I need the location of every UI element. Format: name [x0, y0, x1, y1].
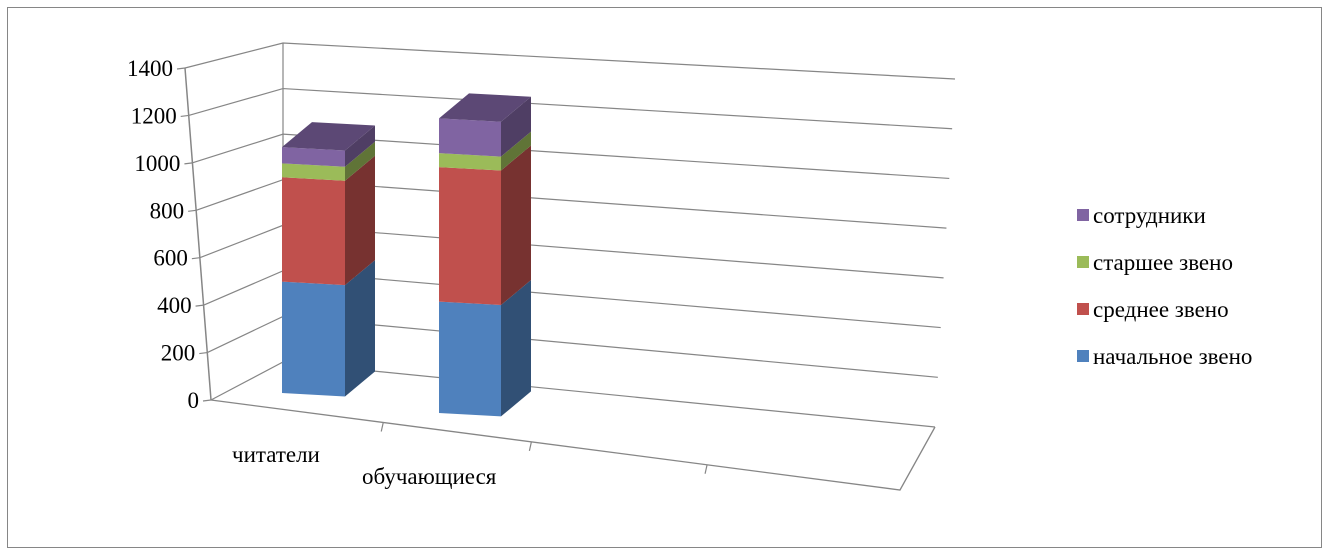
legend-item: среднее звено — [1077, 297, 1229, 322]
legend-label: среднее звено — [1093, 297, 1229, 322]
legend-swatch — [1077, 350, 1089, 362]
legend-swatch — [1077, 209, 1089, 221]
bar-segment — [439, 145, 531, 306]
y-tick-mark — [188, 209, 197, 212]
x-category-label: обучающиеся — [362, 464, 497, 489]
y-axis-tick-labels: 0 200 400 600 800 1000 1200 1400 — [127, 56, 199, 413]
y-tick-label: 400 — [157, 293, 192, 318]
bar-front-face — [439, 153, 501, 171]
legend-label: начальное звено — [1093, 344, 1252, 369]
x-category-label: читатели — [232, 442, 320, 467]
bar-top-face — [282, 122, 375, 151]
legend-item: сотрудники — [1077, 203, 1206, 228]
bar-stack-0 — [282, 122, 375, 397]
legend-item: старшее звено — [1077, 250, 1233, 275]
legend-label: старшее звено — [1093, 250, 1233, 275]
y-tick-label: 1400 — [127, 56, 173, 81]
x-axis-category-labels: читатели обучающиеся — [232, 442, 497, 489]
bar-front-face — [282, 177, 345, 286]
bar-segment — [282, 260, 375, 397]
y-tick-mark — [191, 257, 200, 260]
bar-segment — [439, 93, 531, 157]
y-tick-label: 800 — [150, 198, 185, 223]
x-tick-mark — [380, 422, 384, 432]
bar-segment — [439, 131, 531, 171]
legend-swatch — [1077, 303, 1089, 315]
y-tick-label: 0 — [188, 388, 200, 413]
y-tick-mark — [180, 114, 189, 118]
bar-front-face — [282, 147, 345, 167]
bar-segment — [282, 141, 375, 181]
y-tick-mark — [195, 304, 204, 307]
bar-side-face — [501, 145, 531, 306]
gridline — [188, 87, 953, 130]
y-tick-label: 200 — [161, 341, 196, 366]
x-tick-mark — [528, 441, 532, 451]
bar-front-face — [282, 163, 345, 181]
y-axis-line — [184, 67, 212, 401]
chart-floor — [210, 399, 936, 491]
bar-segment — [282, 155, 375, 286]
bar-front-face — [439, 301, 501, 417]
bar-side-face — [345, 260, 375, 397]
chart-walls — [184, 43, 284, 401]
bar-side-face — [501, 131, 531, 171]
bar-front-face — [439, 118, 501, 157]
legend-item: начальное звено — [1077, 344, 1252, 369]
y-tick-mark — [202, 399, 212, 402]
y-tick-mark — [184, 162, 193, 165]
bar-stack-1 — [439, 93, 531, 417]
bar-segment — [439, 280, 531, 417]
legend: сотрудники старшее звено среднее звено нача… — [1077, 203, 1252, 369]
bar-side-face — [345, 141, 375, 181]
bar-top-face — [439, 93, 531, 122]
gridline — [192, 133, 950, 180]
bar-side-face — [501, 96, 531, 157]
legend-swatch — [1077, 256, 1089, 268]
chart-frame — [7, 7, 1322, 548]
bar-side-face — [345, 155, 375, 286]
y-tick-label: 1200 — [131, 103, 177, 128]
floor-outline — [210, 399, 936, 491]
bar-segment — [282, 122, 375, 167]
bar-front-face — [439, 167, 501, 306]
bar-side-face — [345, 125, 375, 167]
gridline — [184, 42, 956, 80]
bar-front-face — [282, 281, 345, 397]
x-tick-mark — [704, 464, 708, 474]
y-tick-mark — [199, 351, 208, 355]
bars — [282, 93, 531, 417]
legend-label: сотрудники — [1093, 203, 1206, 228]
y-tick-label: 600 — [153, 246, 188, 271]
y-tick-label: 1000 — [134, 151, 180, 176]
bar-side-face — [501, 280, 531, 417]
y-tick-mark — [176, 67, 186, 70]
